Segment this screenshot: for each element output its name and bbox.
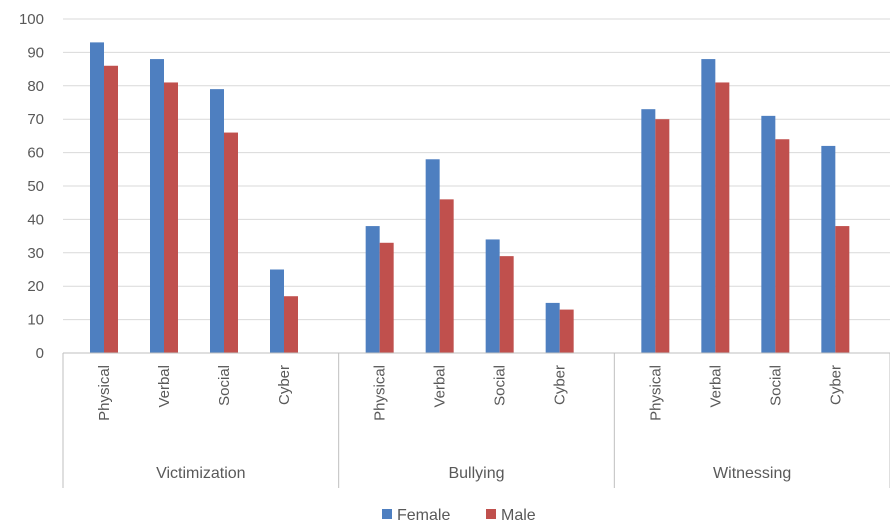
bar-male-bullying-social — [499, 256, 514, 353]
y-tick-label: 60 — [27, 145, 44, 162]
x-category-label: Verbal — [432, 365, 449, 408]
bar-female-victimization-social — [210, 89, 224, 353]
bar-male-victimization-verbal — [164, 82, 178, 354]
y-tick-label: 0 — [36, 345, 44, 362]
bar-female-witnessing-cyber — [821, 145, 836, 353]
bar-male-witnessing-social — [775, 139, 790, 353]
x-category-label: Cyber — [552, 365, 569, 405]
bar-female-bullying-physical — [365, 226, 380, 353]
x-group-label: Bullying — [448, 465, 504, 482]
bar-male-bullying-verbal — [439, 199, 454, 353]
y-tick-label: 20 — [27, 278, 44, 295]
y-tick-label: 100 — [19, 11, 44, 28]
x-group-label: Victimization — [156, 465, 246, 482]
legend-label-male: Male — [501, 507, 536, 524]
bar-male-witnessing-verbal — [715, 82, 730, 354]
bar-female-witnessing-verbal — [701, 59, 716, 354]
y-tick-label: 80 — [27, 78, 44, 95]
legend-swatch-male — [486, 509, 496, 519]
x-category-label: Physical — [372, 365, 389, 421]
bar-female-witnessing-physical — [641, 109, 656, 354]
x-group-label: Witnessing — [713, 465, 791, 482]
bar-female-bullying-verbal — [425, 159, 440, 353]
x-category-label: Verbal — [156, 365, 173, 408]
x-category-label: Social — [216, 365, 233, 406]
bar-male-witnessing-cyber — [835, 226, 850, 353]
bar-male-bullying-physical — [379, 242, 394, 353]
bar-male-victimization-physical — [104, 65, 118, 353]
bar-male-victimization-cyber — [284, 296, 298, 353]
legend-label-female: Female — [397, 507, 450, 524]
bar-female-victimization-physical — [90, 42, 104, 353]
gridlines — [63, 18, 890, 321]
y-tick-label: 10 — [27, 312, 44, 329]
x-category-label: Verbal — [707, 365, 724, 408]
x-category-label: Physical — [647, 365, 664, 421]
bar-female-victimization-cyber — [270, 269, 284, 353]
bars — [90, 42, 850, 354]
y-tick-label: 50 — [27, 178, 44, 195]
legend: Female Male — [382, 507, 536, 524]
bar-female-bullying-cyber — [545, 302, 560, 353]
x-category-label: Social — [492, 365, 509, 406]
y-tick-label: 90 — [27, 44, 44, 61]
x-category-label: Physical — [96, 365, 113, 421]
y-axis: 0 10 20 30 40 50 60 70 80 90 100 — [19, 11, 44, 362]
bar-female-bullying-social — [485, 239, 500, 353]
bar-female-witnessing-social — [761, 115, 776, 353]
bar-male-victimization-social — [224, 132, 238, 353]
bar-male-bullying-cyber — [559, 309, 574, 353]
x-category-label: Cyber — [827, 365, 844, 405]
y-tick-label: 30 — [27, 245, 44, 262]
x-category-label: Cyber — [276, 365, 293, 405]
x-category-label: Social — [767, 365, 784, 406]
y-tick-label: 70 — [27, 111, 44, 128]
legend-swatch-female — [382, 509, 392, 519]
x-axis: Physical Verbal Social Cyber Victimization Ph… — [62, 352, 890, 488]
bar-female-victimization-verbal — [150, 59, 164, 354]
y-tick-label: 40 — [27, 211, 44, 228]
bar-male-witnessing-physical — [655, 119, 670, 353]
